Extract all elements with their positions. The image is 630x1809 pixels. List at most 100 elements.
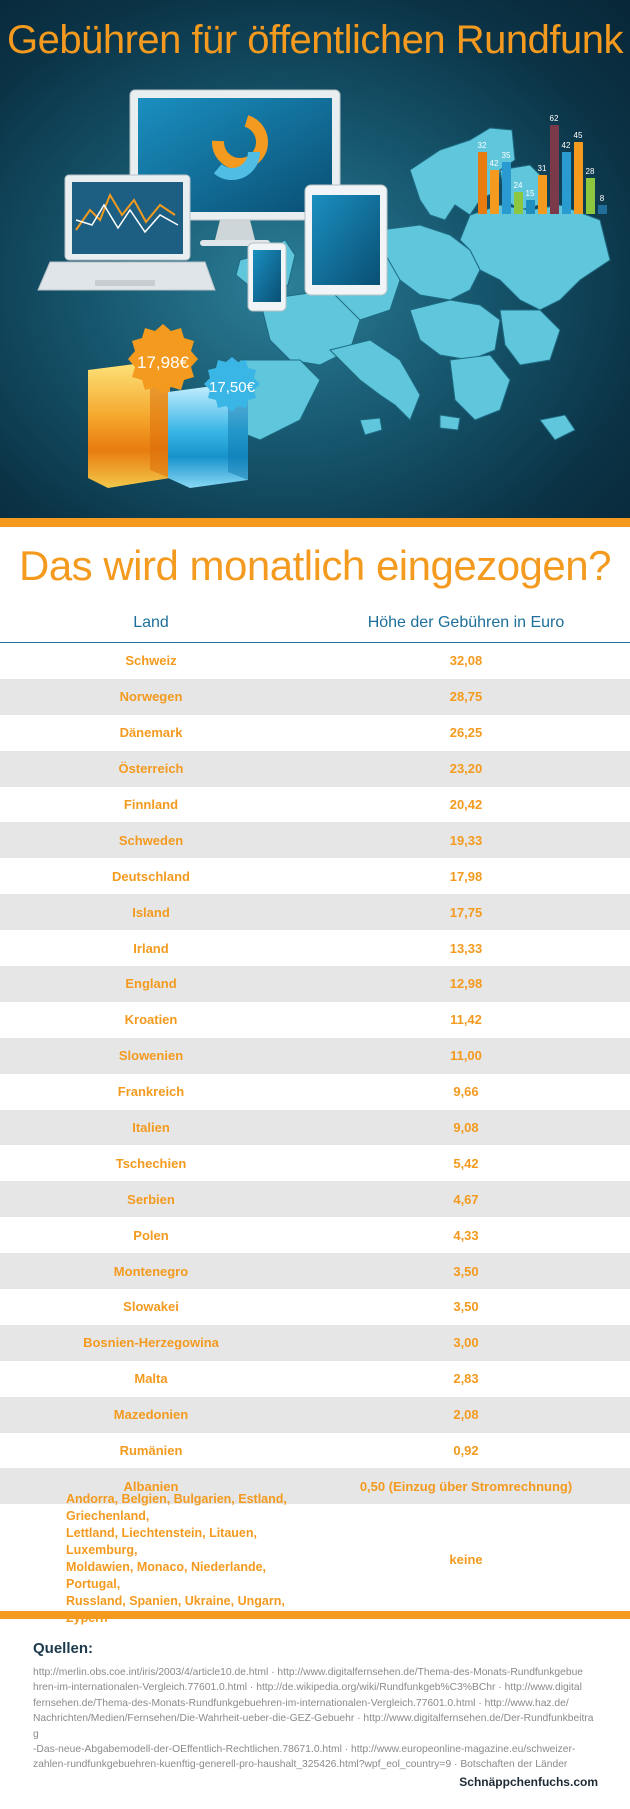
fee-cell: 28,75 <box>449 689 483 705</box>
source-line: hren-im-internationalen-Vergleich.77601.… <box>33 1682 582 1694</box>
fee-cell: 32,08 <box>449 653 483 669</box>
country-cell: Frankreich <box>117 1084 185 1100</box>
table-row: Mazedonien 2,08 <box>0 1396 630 1433</box>
fee-cell: 3,50 <box>453 1299 479 1315</box>
hero-illustration: 32 42 35 24 15 31 62 42 45 28 8 <box>37 89 611 488</box>
country-cell: Irland <box>133 940 169 956</box>
table-row: Rumänien 0,92 <box>0 1432 630 1469</box>
fee-cell: 13,33 <box>449 940 483 956</box>
fee-cell: 9,08 <box>453 1120 479 1136</box>
country-cell: Schweden <box>118 832 184 848</box>
fee-cell: 2,08 <box>453 1407 479 1423</box>
table-row: Malta 2,83 <box>0 1360 630 1397</box>
bar-label: 42 <box>490 159 499 168</box>
country-cell: Slowenien <box>118 1048 184 1064</box>
fee-cell: 11,42 <box>450 1012 482 1028</box>
bar-label: 35 <box>502 151 511 160</box>
blue-price-badge-icon <box>204 357 260 412</box>
fee-cell: 0,50 (Einzug über Stromrechnung) <box>359 1478 573 1494</box>
fee-cell: keine <box>449 1551 483 1567</box>
country-list-line: Andorra, Belgien, Bulgarien, Estland, Gr… <box>66 1492 287 1524</box>
fee-cell: 4,67 <box>453 1191 479 1207</box>
source-line: fernsehen.de/Thema-des-Monats-Rundfunkge… <box>33 1697 569 1709</box>
bar-label: 24 <box>514 181 523 190</box>
price-badge-orange: 17,98€ <box>137 353 189 372</box>
bar-label: 28 <box>586 167 595 176</box>
tablet-icon <box>304 184 388 296</box>
header-fee: Höhe der Gebühren in Euro <box>367 614 565 631</box>
table-body: Schweiz 32,08 Norwegen 28,75 Dänemark 26,25 Ös… <box>0 643 630 1625</box>
sources-section: Quellen: http://merlin.obs.coe.int/iris/… <box>33 1640 598 1773</box>
country-cell: Tschechien <box>115 1155 187 1171</box>
fee-cell: 26,25 <box>449 725 483 741</box>
orange-price-badge-icon <box>128 324 198 394</box>
table-row: Irland 13,33 <box>0 930 630 967</box>
fee-cell: 3,00 <box>453 1335 479 1351</box>
country-cell: Rumänien <box>119 1443 183 1459</box>
hero-title: Gebühren für öffentlichen Rundfunk <box>6 18 624 62</box>
country-cell: Norwegen <box>119 689 183 705</box>
table-row: Deutschland 17,98 <box>0 858 630 895</box>
fee-cell: 19,33 <box>449 832 483 848</box>
country-cell: Kroatien <box>124 1012 178 1028</box>
bar-label: 32 <box>478 141 487 150</box>
section-title: Das wird monatlich eingezogen? <box>18 542 612 589</box>
table-row: Norwegen 28,75 <box>0 678 630 715</box>
divider-band <box>0 518 630 527</box>
country-list-line: Moldawien, Monaco, Niederlande, Portugal… <box>66 1560 267 1592</box>
table-row: Österreich 23,20 <box>0 750 630 787</box>
country-cell: Montenegro <box>113 1263 189 1279</box>
source-line: -Das-neue-Abgabemodell-der-OEffentlich-R… <box>33 1744 576 1756</box>
table-row: Tschechien 5,42 <box>0 1145 630 1182</box>
table-row: Slowenien 11,00 <box>0 1037 630 1074</box>
table-row: England 12,98 <box>0 966 630 1002</box>
fee-cell: 3,50 <box>453 1263 479 1279</box>
source-line: http://merlin.obs.coe.int/iris/2003/4/ar… <box>33 1667 584 1678</box>
table-row: Serbien 4,67 <box>0 1181 630 1218</box>
country-cell: Mazedonien <box>113 1407 189 1423</box>
table-row: Montenegro 3,50 <box>0 1253 630 1290</box>
bar-label: 8 <box>600 194 605 203</box>
table-row: Dänemark 26,25 <box>0 714 630 751</box>
sources-heading: Quellen: <box>33 1640 94 1657</box>
source-line: zahlen-rundfunkgebuehren-kuenftig-genere… <box>33 1759 568 1771</box>
table-row: Kroatien 11,42 <box>0 1001 630 1038</box>
country-cell: Finnland <box>123 797 179 812</box>
fee-cell: 17,75 <box>449 904 483 920</box>
sources-text: http://merlin.obs.coe.int/iris/2003/4/ar… <box>33 1665 598 1773</box>
table-row: Finnland 20,42 <box>0 786 630 823</box>
bar-label: 45 <box>574 131 583 140</box>
phone-icon <box>247 242 287 312</box>
divider-band-bottom <box>0 1611 630 1619</box>
fee-cell: 9,66 <box>453 1084 479 1100</box>
country-list-line: Lettland, Liechtenstein, Litauen, Luxemb… <box>66 1526 257 1558</box>
fee-cell: 20,42 <box>449 797 483 812</box>
table-row: Schweden 19,33 <box>0 822 630 859</box>
table-header: Land Höhe der Gebühren in Euro <box>0 604 630 643</box>
brand-logo: Schnäppchenfuchs.com <box>459 1775 598 1789</box>
header-country: Land <box>133 614 169 631</box>
table-row: Island 17,75 <box>0 894 630 931</box>
country-cell: Albanien <box>123 1478 179 1494</box>
bar-label: 15 <box>526 189 535 198</box>
table-row: Schweiz 32,08 <box>0 643 630 679</box>
country-cell: Österreich <box>118 761 184 777</box>
country-cell: Polen <box>133 1227 169 1243</box>
country-list-cell: Andorra, Belgien, Bulgarien, Estland, Gr… <box>0 1491 302 1627</box>
bar-label: 62 <box>550 114 559 123</box>
bar-label: 31 <box>538 164 547 173</box>
fee-cell: 4,33 <box>453 1227 479 1243</box>
country-cell: Bosnien-Herzegowina <box>83 1335 219 1351</box>
fee-cell: 23,20 <box>449 761 483 777</box>
country-cell: Slowakei <box>123 1299 179 1315</box>
fee-cell: 0,92 <box>453 1443 479 1459</box>
fee-cell: 2,83 <box>453 1371 479 1387</box>
table-row: Bosnien-Herzegowina 3,00 <box>0 1324 630 1361</box>
country-cell: England <box>125 976 177 992</box>
table-row: Italien 9,08 <box>0 1109 630 1146</box>
table-row: Albanien 0,50 (Einzug über Stromrechnung) <box>0 1468 630 1505</box>
table-row: Frankreich 9,66 <box>0 1073 630 1110</box>
fees-table: Land Höhe der Gebühren in Euro Schweiz 32… <box>0 604 630 1625</box>
country-cell: Serbien <box>127 1191 175 1207</box>
bar-label: 42 <box>562 141 571 150</box>
